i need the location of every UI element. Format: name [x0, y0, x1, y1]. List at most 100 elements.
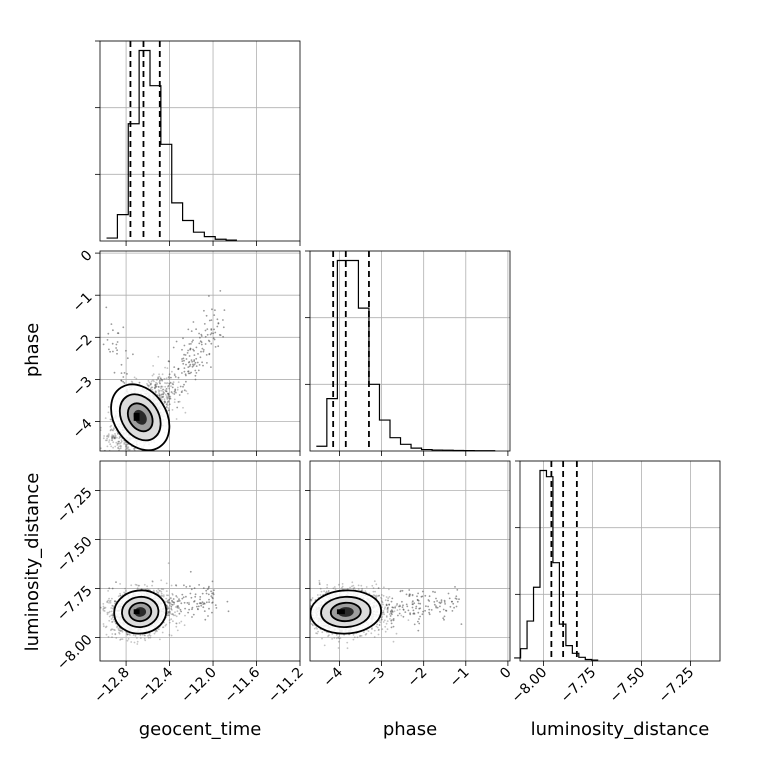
histogram-luminosity_distance — [514, 469, 599, 661]
scatter-point — [382, 621, 385, 623]
scatter-point — [152, 379, 154, 382]
scatter-point — [120, 372, 123, 374]
scatter-point — [159, 377, 162, 380]
scatter-point — [151, 580, 154, 582]
scatter-point — [119, 447, 122, 450]
scatter-point — [170, 391, 173, 393]
joint-geocent_time-luminosity_distance: −12.8 −12.4 −12.0 −11.6 −11.2−8.00−7.75−7.50… — [54, 460, 307, 706]
scatter-point — [331, 638, 333, 640]
scatter-point — [127, 446, 130, 448]
scatter-point — [106, 601, 109, 604]
scatter-point — [388, 613, 391, 616]
scatter-point — [108, 587, 111, 590]
scatter-point — [395, 604, 398, 607]
scatter-point — [106, 435, 108, 438]
scatter-point — [107, 332, 110, 335]
scatter-point — [173, 603, 176, 605]
scatter-point — [149, 383, 152, 386]
scatter-point — [213, 589, 215, 591]
scatter-point — [304, 625, 306, 627]
scatter-point — [351, 585, 353, 588]
scatter-point — [114, 600, 116, 603]
y-tick-label: −7.50 — [54, 534, 96, 576]
scatter-point — [157, 389, 160, 391]
scatter-point — [190, 359, 193, 361]
scatter-point — [351, 581, 354, 584]
scatter-point — [181, 348, 183, 351]
scatter-point — [333, 586, 336, 588]
scatter-point — [215, 607, 218, 609]
scatter-point — [168, 409, 170, 412]
scatter-point — [337, 583, 340, 586]
scatter-point — [115, 637, 118, 639]
scatter-point — [102, 605, 105, 608]
scatter-point — [98, 628, 100, 630]
scatter-point — [207, 615, 209, 617]
scatter-point — [205, 592, 208, 595]
scatter-point — [115, 343, 118, 346]
scatter-point — [153, 380, 155, 383]
scatter-point — [117, 595, 120, 598]
scatter-point — [213, 328, 216, 331]
scatter-point — [170, 605, 173, 608]
scatter-point — [102, 608, 105, 610]
scatter-point — [153, 632, 156, 635]
scatter-point — [316, 594, 319, 596]
scatter-point — [114, 458, 116, 460]
scatter-point — [113, 427, 115, 429]
scatter-point — [123, 452, 125, 454]
scatter-point — [190, 343, 192, 345]
scatter-point — [133, 459, 135, 461]
scatter-point — [129, 634, 131, 636]
scatter-point — [176, 629, 179, 632]
scatter-point — [161, 594, 164, 597]
scatter-point — [384, 630, 387, 633]
scatter-point — [128, 633, 130, 635]
scatter-point — [196, 602, 199, 605]
scatter-point — [144, 634, 146, 637]
scatter-point — [305, 619, 307, 621]
scatter-point — [311, 597, 314, 599]
scatter-point — [160, 588, 163, 591]
scatter-point — [103, 610, 106, 612]
scatter-point — [146, 383, 148, 385]
scatter-point — [173, 398, 176, 401]
scatter-point — [110, 629, 112, 632]
scatter-point — [304, 609, 306, 611]
scatter-point — [172, 598, 175, 600]
scatter-point — [279, 602, 281, 604]
scatter-point — [187, 611, 190, 614]
scatter-point — [173, 601, 176, 604]
scatter-point — [374, 595, 377, 598]
scatter-point — [179, 385, 182, 388]
scatter-point — [154, 631, 157, 633]
scatter-point — [105, 625, 108, 628]
scatter-point — [159, 389, 161, 392]
scatter-point — [226, 600, 229, 603]
scatter-point — [319, 587, 322, 590]
scatter-point — [173, 366, 176, 368]
scatter-point — [111, 434, 114, 436]
scatter-point — [159, 379, 161, 382]
scatter-point — [208, 319, 211, 322]
scatter-point — [387, 609, 389, 611]
scatter-point — [364, 633, 367, 636]
scatter-point — [293, 616, 295, 618]
scatter-point — [111, 435, 114, 438]
scatter-point — [161, 373, 164, 376]
scatter-point — [131, 462, 133, 464]
scatter-point — [373, 580, 376, 583]
scatter-point — [112, 446, 114, 449]
scatter-point — [171, 370, 173, 373]
scatter-point — [214, 346, 217, 348]
scatter-point — [371, 628, 373, 630]
scatter-point — [106, 476, 108, 478]
scatter-point — [110, 610, 113, 613]
scatter-point — [181, 593, 184, 596]
scatter-point — [211, 596, 214, 599]
scatter-point — [133, 641, 136, 644]
scatter-point — [131, 481, 133, 483]
scatter-point — [216, 318, 219, 321]
scatter-point — [385, 622, 388, 625]
scatter-point — [196, 605, 198, 608]
